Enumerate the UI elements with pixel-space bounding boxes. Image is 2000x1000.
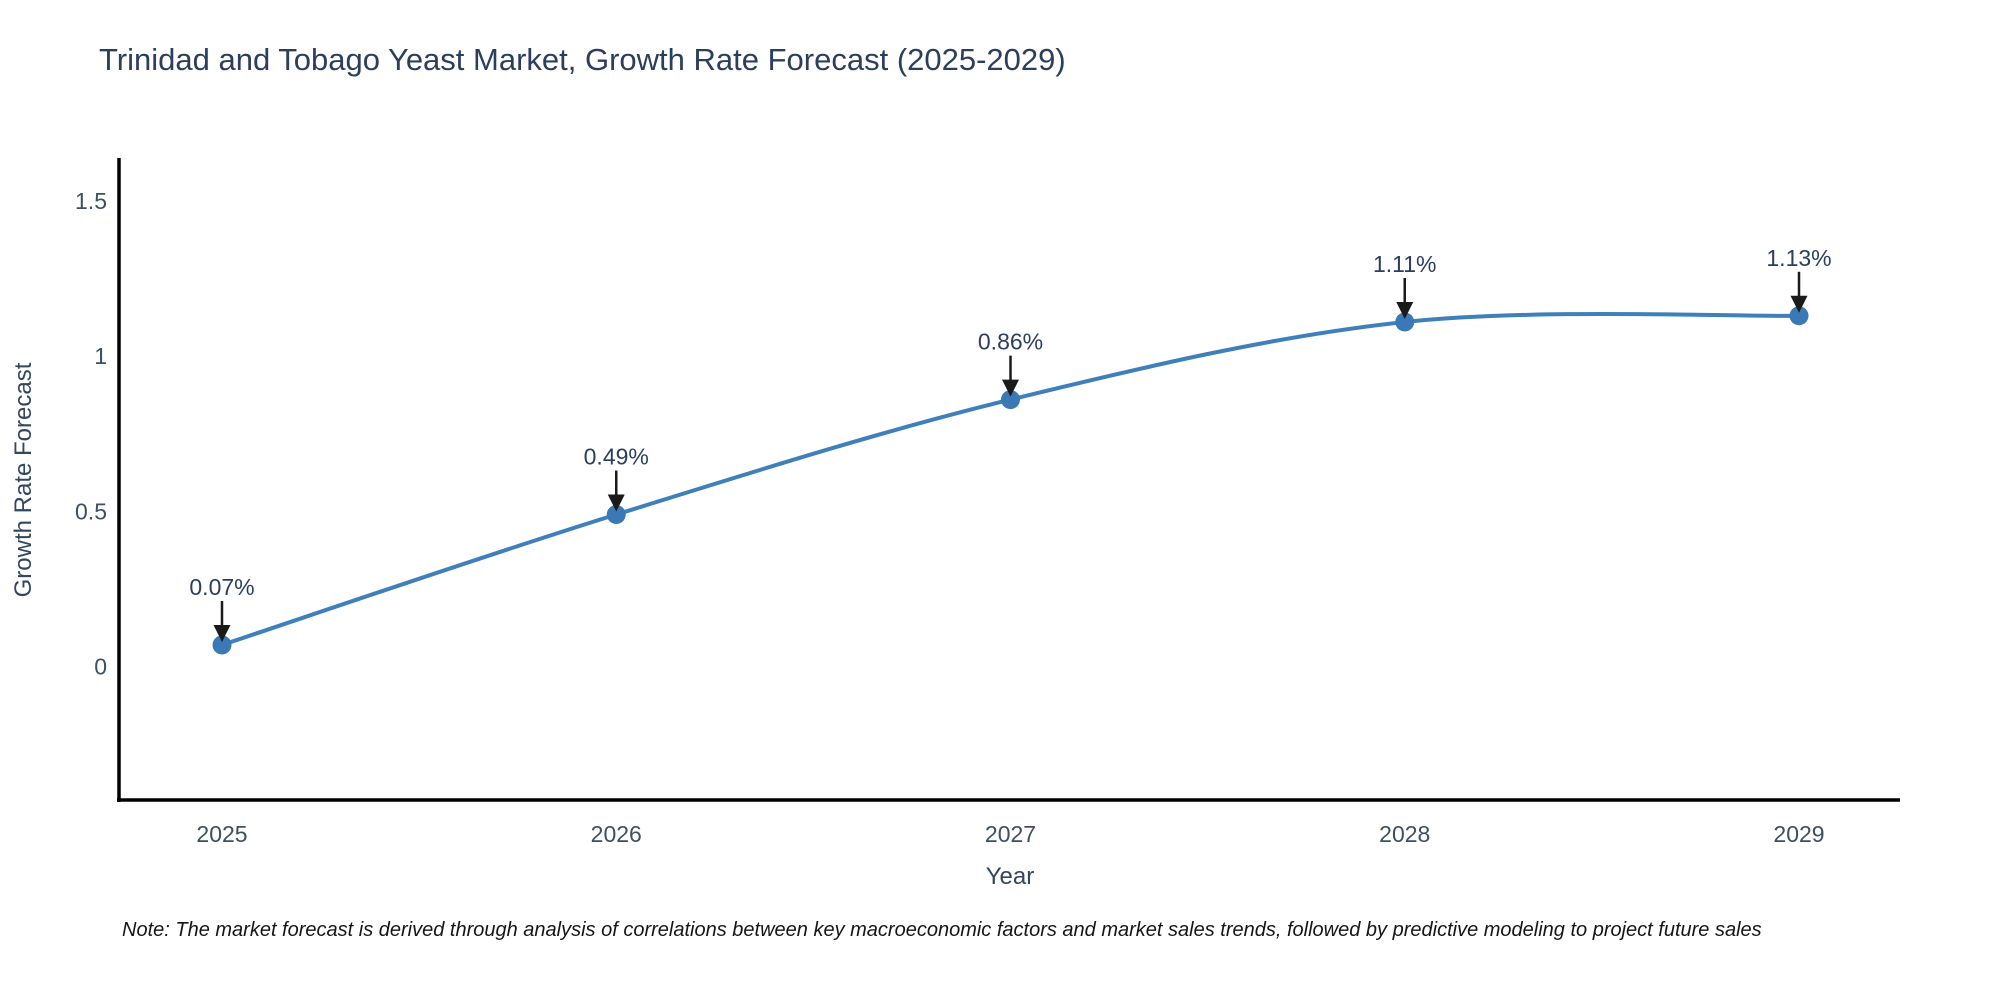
x-tick-label: 2027: [985, 821, 1036, 847]
annotation-label: 0.49%: [584, 444, 649, 470]
x-tick-label: 2028: [1379, 821, 1430, 847]
tick-labels: 0 0.5 1 1.5 2025 2026 2027 2028 2029: [75, 188, 1825, 847]
axes: [117, 158, 1900, 802]
annotation-arrowhead-icon: [1790, 295, 1808, 313]
annotation-label: 1.13%: [1766, 245, 1831, 271]
y-tick-label: 0.5: [75, 498, 107, 524]
data-point-marker: [606, 505, 626, 525]
data-point-marker: [1395, 312, 1415, 332]
annotation-label: 0.07%: [189, 574, 254, 600]
x-tick-label: 2029: [1773, 821, 1824, 847]
y-axis-title: Growth Rate Forecast: [10, 362, 37, 597]
annotation-arrowhead-icon: [1002, 379, 1019, 397]
footnote: Note: The market forecast is derived thr…: [122, 919, 1762, 941]
x-axis-title: Year: [986, 863, 1035, 890]
annotation-label: 1.11%: [1373, 251, 1437, 277]
data-point-marker: [212, 635, 232, 655]
annotation-label: 0.86%: [978, 329, 1043, 355]
annotation-arrowhead-icon: [213, 624, 231, 642]
annotation-arrowhead-icon: [607, 494, 625, 512]
annotations: 0.07% 0.49% 0.86% 1.11% 1.13%: [189, 245, 1832, 642]
y-tick-label: 1: [94, 343, 107, 369]
line-series: [212, 306, 1809, 655]
chart-title: Trinidad and Tobago Yeast Market, Growth…: [99, 42, 1066, 77]
data-point-marker: [1001, 390, 1020, 410]
data-point-marker: [1789, 306, 1809, 326]
x-tick-label: 2025: [196, 821, 247, 847]
annotation-arrowhead-icon: [1396, 301, 1414, 319]
y-tick-label: 1.5: [75, 188, 107, 214]
x-tick-label: 2026: [591, 821, 642, 847]
y-tick-label: 0: [94, 654, 107, 680]
